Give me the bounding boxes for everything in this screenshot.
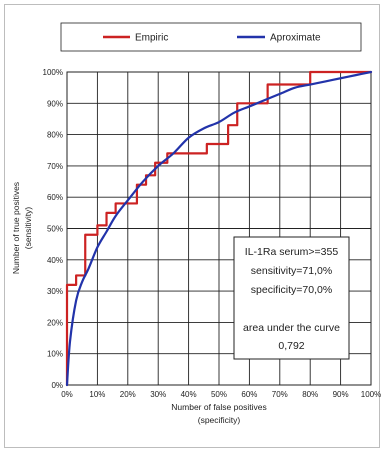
y-tick-label: 90% (47, 99, 63, 108)
series-layer (65, 70, 373, 387)
y-tick-label: 100% (43, 68, 63, 77)
y-tick-label: 80% (47, 131, 63, 140)
roc-chart: Empiric Aproximate 0% 10% 20% 30% 40% 50% 60% 7… (11, 22, 381, 425)
x-tick-label: 70% (272, 390, 288, 399)
annotation-line-3: specificity=70,0% (251, 284, 332, 296)
x-tick-label: 100% (361, 390, 381, 399)
x-tick-label: 30% (150, 390, 166, 399)
x-tick-label: 20% (120, 390, 136, 399)
annotation-box (233, 236, 350, 360)
x-tick-label: 90% (333, 390, 349, 399)
y-tick-label: 20% (47, 318, 63, 327)
y-axis-subtitle: (sensitivity) (23, 207, 33, 250)
series-line-empiric (65, 70, 373, 387)
legend: Empiric Aproximate (60, 22, 362, 52)
y-axis-title: Number of true positives (11, 182, 21, 274)
annotation-line-1: IL-1Ra serum>=355 (245, 246, 339, 258)
legend-label-empiric: Empiric (135, 33, 168, 44)
x-axis-ticks: 0% 10% 20% 30% 40% 50% 60% 70% 80% 90% 100% (61, 390, 381, 399)
y-tick-label: 70% (47, 162, 63, 171)
y-tick-label: 50% (47, 225, 63, 234)
x-tick-label: 0% (61, 390, 73, 399)
annotation-line-6: 0,792 (278, 340, 304, 352)
x-axis-title: Number of false positives (171, 402, 266, 412)
y-tick-label: 30% (47, 287, 63, 296)
x-tick-label: 50% (211, 390, 227, 399)
y-tick-label: 10% (47, 350, 63, 359)
x-axis-subtitle: (specificity) (198, 415, 241, 425)
y-tick-label: 40% (47, 256, 63, 265)
chart-frame: Empiric Aproximate 0% 10% 20% 30% 40% 50% 60% 7… (4, 4, 381, 448)
x-tick-label: 60% (241, 390, 257, 399)
series-line-aproximate (65, 70, 373, 387)
y-tick-label: 0% (51, 381, 63, 390)
x-tick-label: 10% (89, 390, 105, 399)
annotation-line-5: area under the curve (243, 322, 340, 334)
annotation: IL-1Ra serum>=355 sensitivity=71,0% spec… (233, 236, 350, 360)
annotation-line-2: sensitivity=71,0% (251, 265, 332, 277)
legend-label-aproximate: Aproximate (270, 33, 321, 44)
y-axis-ticks: 0% 10% 20% 30% 40% 50% 60% 70% 80% 90% 100% (43, 68, 63, 390)
x-tick-label: 80% (302, 390, 318, 399)
x-tick-label: 40% (181, 390, 197, 399)
y-tick-label: 60% (47, 193, 63, 202)
